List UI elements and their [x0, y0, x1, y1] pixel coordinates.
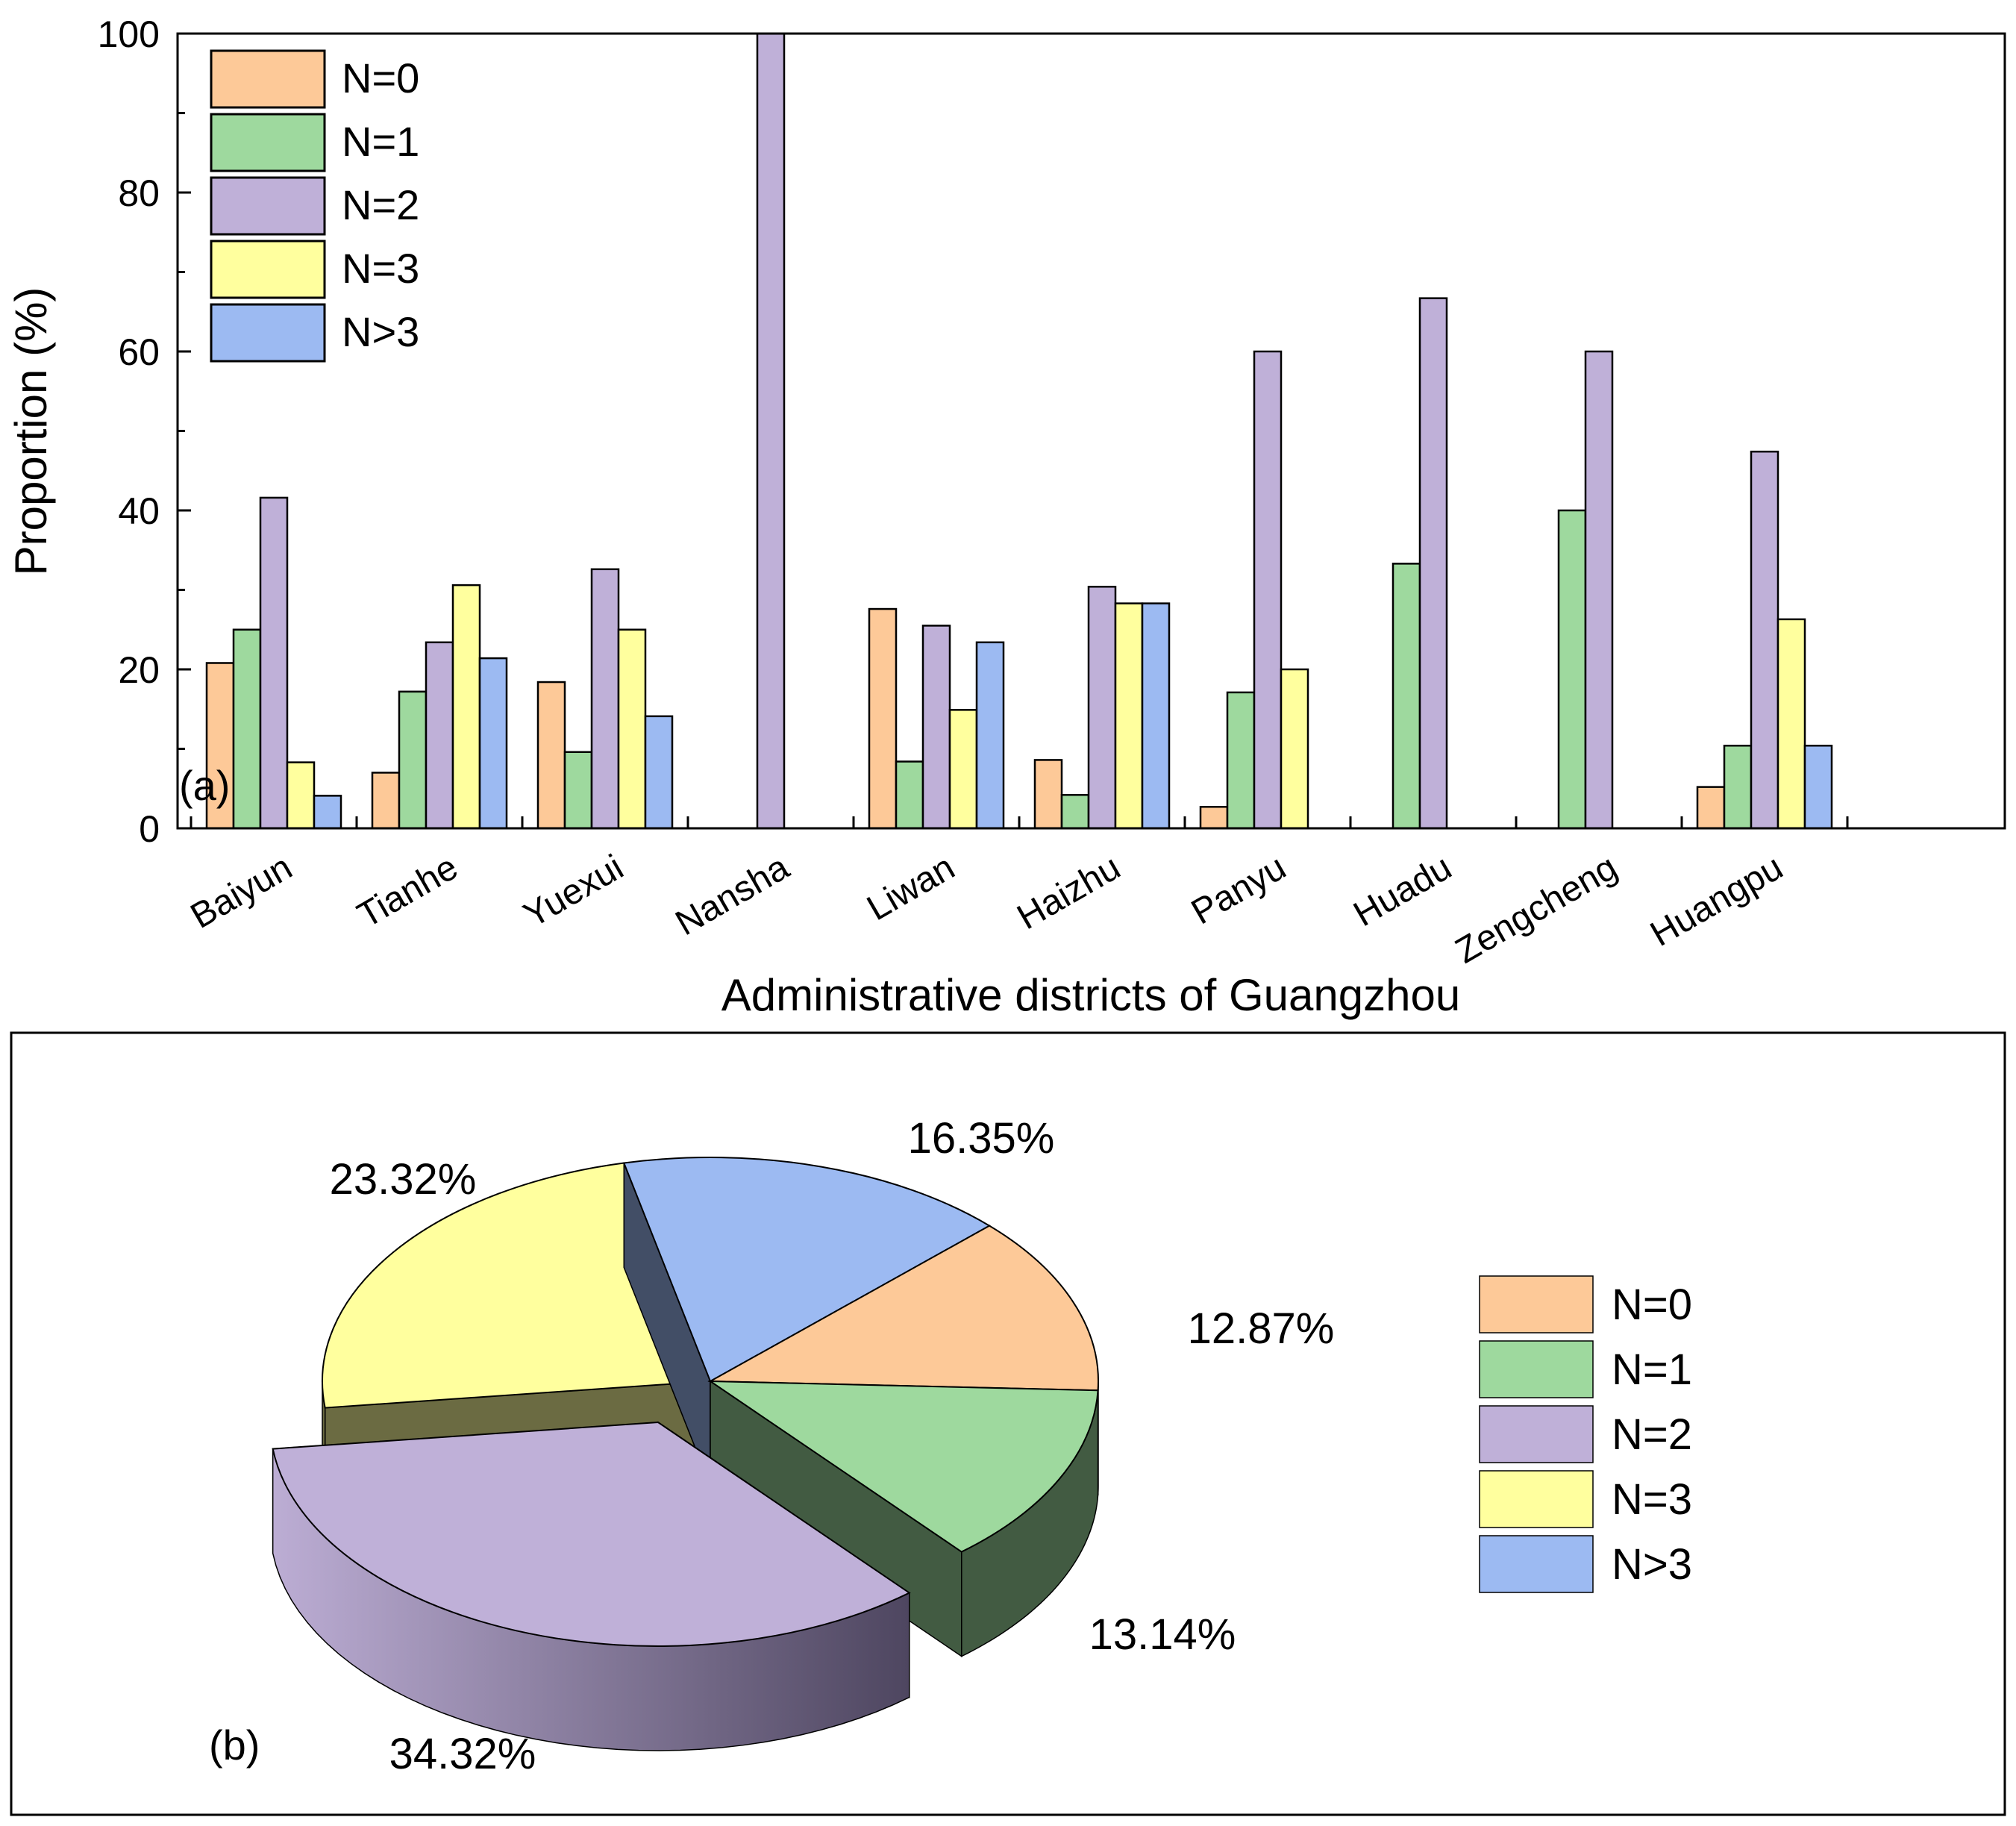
pie-legend-label: N=0	[1612, 1281, 1692, 1329]
legend-swatch-n1	[210, 113, 326, 172]
bar-chart-x-axis-title: Administrative districts of Guangzhou	[721, 970, 1460, 1020]
bar-baiyun-n1	[232, 628, 262, 830]
legend-label: N=1	[342, 118, 419, 165]
bar-panyu-n3	[1280, 668, 1309, 830]
x-tick-label: Baiyun	[184, 848, 299, 937]
bar-liwan-n1	[895, 760, 924, 830]
bar-chart-y-axis-title: Proportion (%)	[6, 287, 56, 576]
pie-slice-n2	[272, 1421, 911, 1751]
bar-panyu-n0	[1199, 805, 1229, 830]
bar-zengcheng-n2	[1584, 350, 1614, 830]
x-tick-label: Liwan	[860, 848, 961, 929]
bar-baiyun-n0	[205, 662, 235, 830]
pie-label-ngt3: 16.35%	[908, 1114, 1055, 1163]
pie-slice-n1-top	[707, 1380, 1099, 1553]
bar-chart-legend: N=0 N=1 N=2 N=3 N>3	[210, 49, 419, 363]
bar-yuexui-n0	[536, 681, 566, 830]
pie-slice-n2-top	[272, 1421, 911, 1647]
x-tick-label: Yuexui	[517, 848, 630, 936]
legend-swatch-ngt3	[210, 303, 326, 363]
bar-tianhe-ngt3	[478, 657, 508, 830]
y-tick-label: 100	[98, 13, 160, 55]
bar-liwan-n0	[868, 607, 898, 830]
pie-legend-swatch-ngt3	[1479, 1535, 1594, 1593]
bar-baiyun-n2	[259, 496, 289, 830]
pie-legend-label: N>3	[1612, 1540, 1692, 1589]
pie-chart-panel: 12.87% 13.14% 34.32% 23.32% 16.35% N=0 N=1 N=2…	[10, 1031, 2006, 1816]
x-tick-label: Nansha	[669, 847, 796, 943]
bar-tianhe-n2	[425, 641, 454, 830]
pie-slice-ngt3-top	[622, 1157, 992, 1383]
bar-haizhu-ngt3	[1141, 602, 1171, 830]
pie-label-n2: 34.32%	[389, 1730, 536, 1778]
bar-liwan-ngt3	[975, 641, 1005, 830]
bar-panyu-n1	[1226, 691, 1256, 830]
x-tick-label: Haizhu	[1011, 848, 1127, 938]
pie-legend-label: N=2	[1612, 1410, 1692, 1459]
bar-haizhu-n2	[1087, 585, 1117, 830]
pie-legend-swatch-n2	[1479, 1405, 1594, 1463]
bar-yuexui-ngt3	[644, 715, 674, 830]
bar-huangpu-n2	[1750, 450, 1779, 830]
x-tick-label: Tianhe	[351, 848, 464, 936]
pie-legend-swatch-n1	[1479, 1340, 1594, 1398]
pie-label-n0: 12.87%	[1188, 1304, 1335, 1353]
x-tick-label: Huadu	[1347, 848, 1458, 935]
bar-zengcheng-n1	[1557, 509, 1587, 830]
bar-yuexui-n1	[563, 751, 593, 830]
bar-yuexui-n2	[590, 568, 620, 830]
bar-tianhe-n3	[451, 584, 481, 830]
bar-baiyun-ngt3	[313, 795, 342, 830]
bar-huadu-n1	[1392, 563, 1421, 830]
pie-chart-panel-label: (b)	[209, 1722, 260, 1769]
legend-swatch-n3	[210, 240, 326, 299]
x-tick-label: Huangpu	[1644, 848, 1789, 954]
bar-huangpu-n1	[1723, 744, 1753, 830]
pie-chart-labels: 12.87% 13.14% 34.32% 23.32% 16.35%	[330, 1114, 1335, 1778]
legend-label: N=0	[342, 54, 419, 101]
legend-label: N>3	[342, 308, 419, 355]
bar-haizhu-n3	[1114, 602, 1144, 830]
bar-baiyun-n3	[286, 761, 316, 830]
bar-chart-frame	[176, 32, 2006, 830]
y-tick-label: 40	[118, 490, 160, 532]
bar-haizhu-n0	[1033, 759, 1063, 830]
pie-label-n1: 13.14%	[1089, 1610, 1236, 1659]
bar-liwan-n3	[948, 709, 978, 830]
legend-label: N=2	[342, 181, 419, 228]
bar-tianhe-n0	[371, 772, 401, 830]
bar-huangpu-n0	[1696, 786, 1726, 830]
y-tick-label: 80	[118, 172, 160, 214]
bar-liwan-n2	[921, 625, 951, 830]
bar-panyu-n2	[1253, 350, 1283, 830]
bar-yuexui-n3	[617, 628, 647, 830]
bar-huangpu-ngt3	[1803, 744, 1833, 830]
bar-huangpu-n3	[1776, 618, 1806, 830]
legend-swatch-n0	[210, 49, 326, 109]
bar-huadu-n2	[1418, 297, 1448, 830]
bar-chart-panel: Baiyun Tianhe Yuexui Nansha Liwan Haizhu Panyu…	[6, 13, 2006, 1020]
pie-legend-swatch-n3	[1479, 1470, 1594, 1528]
bar-nansha-n2	[756, 32, 786, 830]
pie-chart-legend: N=0 N=1 N=2 N=3 N>3	[1479, 1275, 1692, 1593]
pie-slice-n3-top	[322, 1162, 712, 1409]
pie-legend-swatch-n0	[1479, 1275, 1594, 1333]
legend-label: N=3	[342, 245, 419, 292]
pie-label-n3: 23.32%	[330, 1155, 477, 1204]
y-tick-label: 0	[139, 808, 160, 850]
pie-legend-label: N=3	[1612, 1475, 1692, 1524]
pie-legend-label: N=1	[1612, 1345, 1692, 1394]
bar-haizhu-n1	[1060, 794, 1090, 830]
x-tick-label: Panyu	[1185, 848, 1292, 933]
x-tick-label: Zengcheng	[1449, 848, 1624, 972]
pie-chart-slices	[272, 1157, 1099, 1751]
bar-chart-bars	[205, 32, 1833, 830]
y-tick-label: 20	[118, 649, 160, 691]
bar-chart-panel-label: (a)	[179, 762, 230, 809]
y-tick-label: 60	[118, 331, 160, 373]
bar-tianhe-n1	[398, 690, 428, 830]
pie-slice-n0-top	[707, 1225, 1099, 1392]
legend-swatch-n2	[210, 176, 326, 236]
